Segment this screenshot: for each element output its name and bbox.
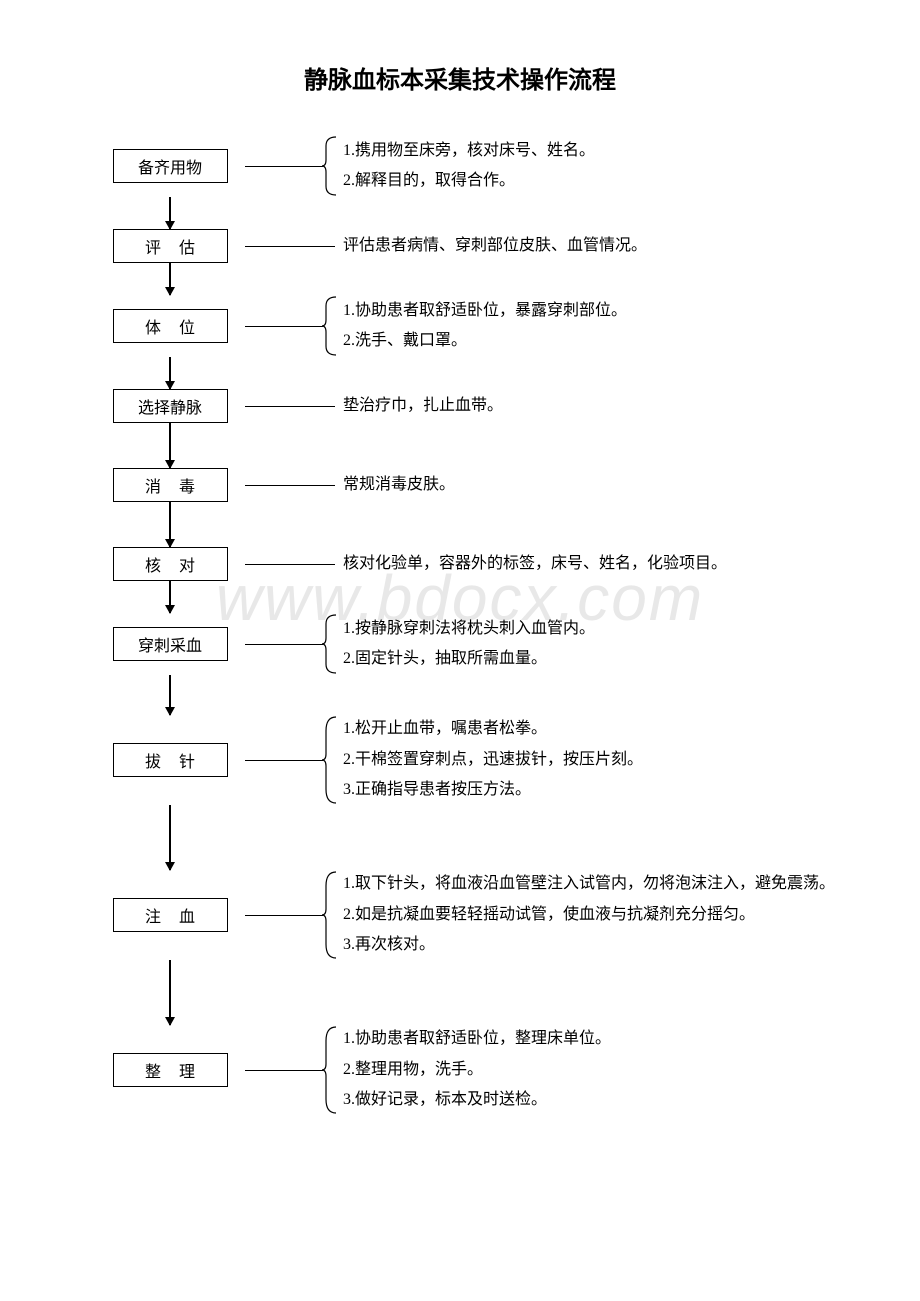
step-description: 1.松开止血带，嘱患者松拳。2.干棉签置穿刺点，迅速拔针，按压片刻。3.正确指导… — [335, 715, 880, 805]
down-arrow — [169, 502, 170, 547]
desc-line: 3.正确指导患者按压方法。 — [343, 775, 880, 805]
flow-step: 评估 评估患者病情、穿刺部位皮肤、血管情况。 — [95, 229, 880, 263]
down-arrow — [169, 581, 170, 613]
step-description: 垫治疗巾，扎止血带。 — [335, 389, 880, 423]
desc-line: 常规消毒皮肤。 — [343, 477, 880, 493]
down-arrow — [169, 423, 170, 468]
step-description: 1.协助患者取舒适卧位，暴露穿刺部位。2.洗手、戴口罩。 — [335, 295, 880, 357]
arrow-row — [95, 423, 880, 468]
down-arrow — [169, 263, 170, 295]
down-arrow — [169, 197, 170, 229]
arrow-row — [95, 197, 880, 229]
arrow-row — [95, 581, 880, 613]
step-box: 消毒 — [113, 468, 228, 502]
desc-line: 2.整理用物，洗手。 — [343, 1055, 880, 1085]
connector — [245, 870, 335, 960]
step-box: 穿刺采血 — [113, 627, 228, 661]
connector — [245, 715, 335, 805]
desc-line: 2.如是抗凝血要轻轻摇动试管，使血液与抗凝剂充分摇匀。 — [343, 900, 880, 930]
desc-line: 评估患者病情、穿刺部位皮肤、血管情况。 — [343, 238, 880, 254]
connector — [245, 547, 335, 581]
connector — [245, 1025, 335, 1115]
arrow-row — [95, 675, 880, 715]
arrow-row — [95, 263, 880, 295]
step-box: 整理 — [113, 1053, 228, 1087]
flow-step: 整理 1.协助患者取舒适卧位，整理床单位。2.整理用物，洗手。3.做好记录，标本… — [95, 1025, 880, 1115]
step-box: 核对 — [113, 547, 228, 581]
step-box: 注血 — [113, 898, 228, 932]
desc-line: 1.松开止血带，嘱患者松拳。 — [343, 714, 880, 744]
connector — [245, 389, 335, 423]
flow-step: 备齐用物 1.携用物至床旁，核对床号、姓名。2.解释目的，取得合作。 — [95, 135, 880, 197]
flow-step: 穿刺采血 1.按静脉穿刺法将枕头刺入血管内。2.固定针头，抽取所需血量。 — [95, 613, 880, 675]
desc-line: 1.携用物至床旁，核对床号、姓名。 — [343, 136, 880, 166]
desc-line: 核对化验单，容器外的标签，床号、姓名，化验项目。 — [343, 556, 880, 572]
desc-line: 1.协助患者取舒适卧位，整理床单位。 — [343, 1024, 880, 1054]
flow-step: 消毒 常规消毒皮肤。 — [95, 468, 880, 502]
desc-line: 3.做好记录，标本及时送检。 — [343, 1085, 880, 1115]
down-arrow — [169, 805, 170, 870]
desc-line: 1.按静脉穿刺法将枕头刺入血管内。 — [343, 614, 880, 644]
connector — [245, 613, 335, 675]
step-description: 1.取下针头，将血液沿血管壁注入试管内，勿将泡沫注入，避免震荡。2.如是抗凝血要… — [335, 870, 880, 960]
flow-step: 体位 1.协助患者取舒适卧位，暴露穿刺部位。2.洗手、戴口罩。 — [95, 295, 880, 357]
arrow-row — [95, 502, 880, 547]
step-description: 核对化验单，容器外的标签，床号、姓名，化验项目。 — [335, 547, 880, 581]
desc-line: 垫治疗巾，扎止血带。 — [343, 398, 880, 414]
flow-step: 注血 1.取下针头，将血液沿血管壁注入试管内，勿将泡沫注入，避免震荡。2.如是抗… — [95, 870, 880, 960]
desc-line: 2.固定针头，抽取所需血量。 — [343, 644, 880, 674]
flow-step: 核对 核对化验单，容器外的标签，床号、姓名，化验项目。 — [95, 547, 880, 581]
step-description: 1.协助患者取舒适卧位，整理床单位。2.整理用物，洗手。3.做好记录，标本及时送… — [335, 1025, 880, 1115]
connector — [245, 229, 335, 263]
step-description: 1.携用物至床旁，核对床号、姓名。2.解释目的，取得合作。 — [335, 135, 880, 197]
down-arrow — [169, 960, 170, 1025]
arrow-row — [95, 805, 880, 870]
connector — [245, 135, 335, 197]
down-arrow — [169, 357, 170, 389]
arrow-row — [95, 357, 880, 389]
flow-step: 选择静脉 垫治疗巾，扎止血带。 — [95, 389, 880, 423]
step-box: 选择静脉 — [113, 389, 228, 423]
connector — [245, 295, 335, 357]
arrow-row — [95, 960, 880, 1025]
connector — [245, 468, 335, 502]
flowchart: 备齐用物 1.携用物至床旁，核对床号、姓名。2.解释目的，取得合作。评估 评估患者… — [95, 135, 880, 1115]
desc-line: 2.洗手、戴口罩。 — [343, 326, 880, 356]
step-description: 常规消毒皮肤。 — [335, 468, 880, 502]
step-description: 1.按静脉穿刺法将枕头刺入血管内。2.固定针头，抽取所需血量。 — [335, 613, 880, 675]
page-title: 静脉血标本采集技术操作流程 — [40, 60, 880, 95]
desc-line: 1.取下针头，将血液沿血管壁注入试管内，勿将泡沫注入，避免震荡。 — [343, 869, 880, 899]
step-box: 评估 — [113, 229, 228, 263]
step-box: 体位 — [113, 309, 228, 343]
step-box: 拔针 — [113, 743, 228, 777]
step-description: 评估患者病情、穿刺部位皮肤、血管情况。 — [335, 229, 880, 263]
desc-line: 2.解释目的，取得合作。 — [343, 166, 880, 196]
down-arrow — [169, 675, 170, 715]
desc-line: 3.再次核对。 — [343, 930, 880, 960]
desc-line: 1.协助患者取舒适卧位，暴露穿刺部位。 — [343, 296, 880, 326]
step-box: 备齐用物 — [113, 149, 228, 183]
desc-line: 2.干棉签置穿刺点，迅速拔针，按压片刻。 — [343, 745, 880, 775]
flow-step: 拔针 1.松开止血带，嘱患者松拳。2.干棉签置穿刺点，迅速拔针，按压片刻。3.正… — [95, 715, 880, 805]
